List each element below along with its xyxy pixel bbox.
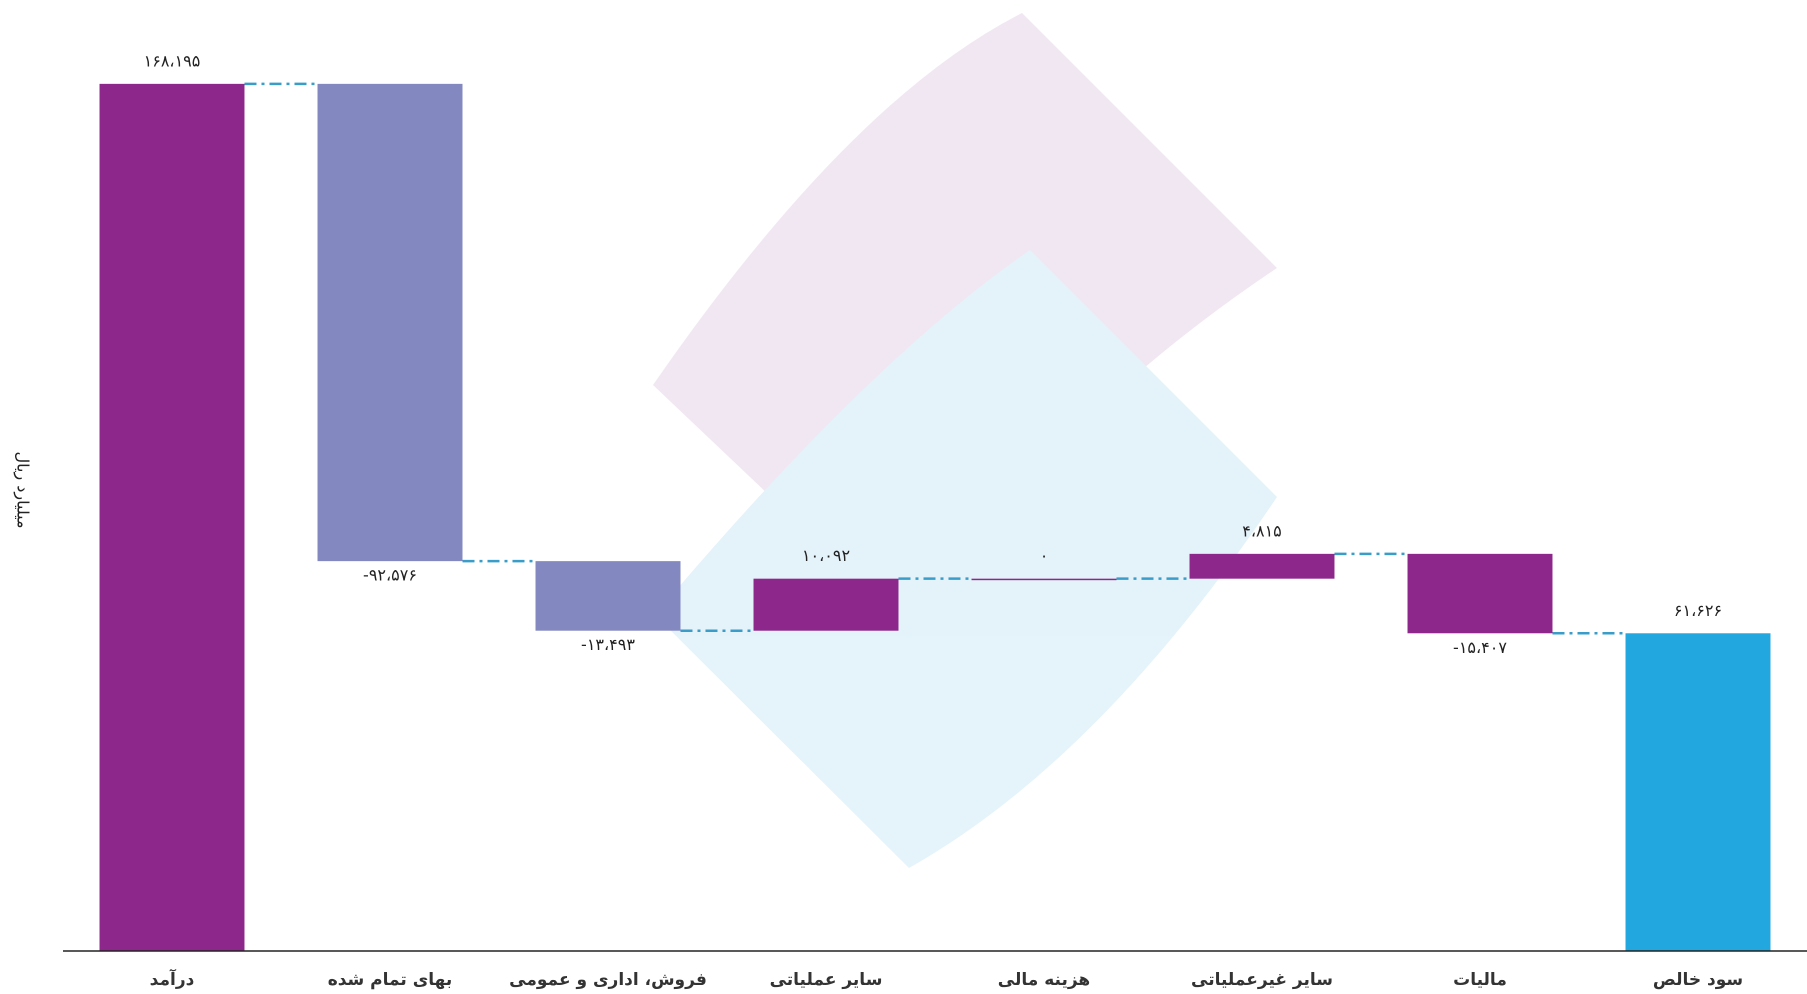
x-tick-label: درآمد	[150, 968, 195, 990]
bar	[1407, 553, 1553, 634]
x-tick-label: سایر عملیاتی	[770, 970, 883, 990]
x-tick-label: سایر غیرعملیاتی	[1191, 970, 1333, 990]
bar	[971, 578, 1117, 581]
bar	[535, 561, 681, 631]
x-tick-label: بهای تمام شده	[328, 970, 453, 990]
x-tick-label: هزینه مالی	[998, 970, 1090, 990]
y-axis-label: میلیارد ریال	[13, 451, 33, 528]
value-label: -۱۳،۴۹۳	[581, 635, 635, 654]
value-label: ۱۶۸،۱۹۵	[144, 51, 201, 70]
x-tick-label: مالیات	[1453, 970, 1507, 990]
value-label: ۱۰،۰۹۲	[802, 546, 850, 565]
value-label: -۹۲،۵۷۶	[363, 566, 417, 585]
x-tick-label: فروش، اداری و عمومی	[509, 970, 707, 990]
x-tick-label: سود خالص	[1653, 970, 1743, 990]
value-label: ۶۱،۶۲۶	[1674, 601, 1722, 620]
bar	[1625, 633, 1771, 951]
value-label: -۱۵،۴۰۷	[1453, 638, 1507, 657]
watermark	[653, 13, 1277, 868]
bar	[753, 578, 899, 631]
value-label: ۰	[1040, 546, 1049, 565]
bar	[99, 83, 245, 952]
value-label: ۴،۸۱۵	[1242, 521, 1282, 540]
bar	[1189, 553, 1335, 579]
bar	[317, 83, 463, 562]
